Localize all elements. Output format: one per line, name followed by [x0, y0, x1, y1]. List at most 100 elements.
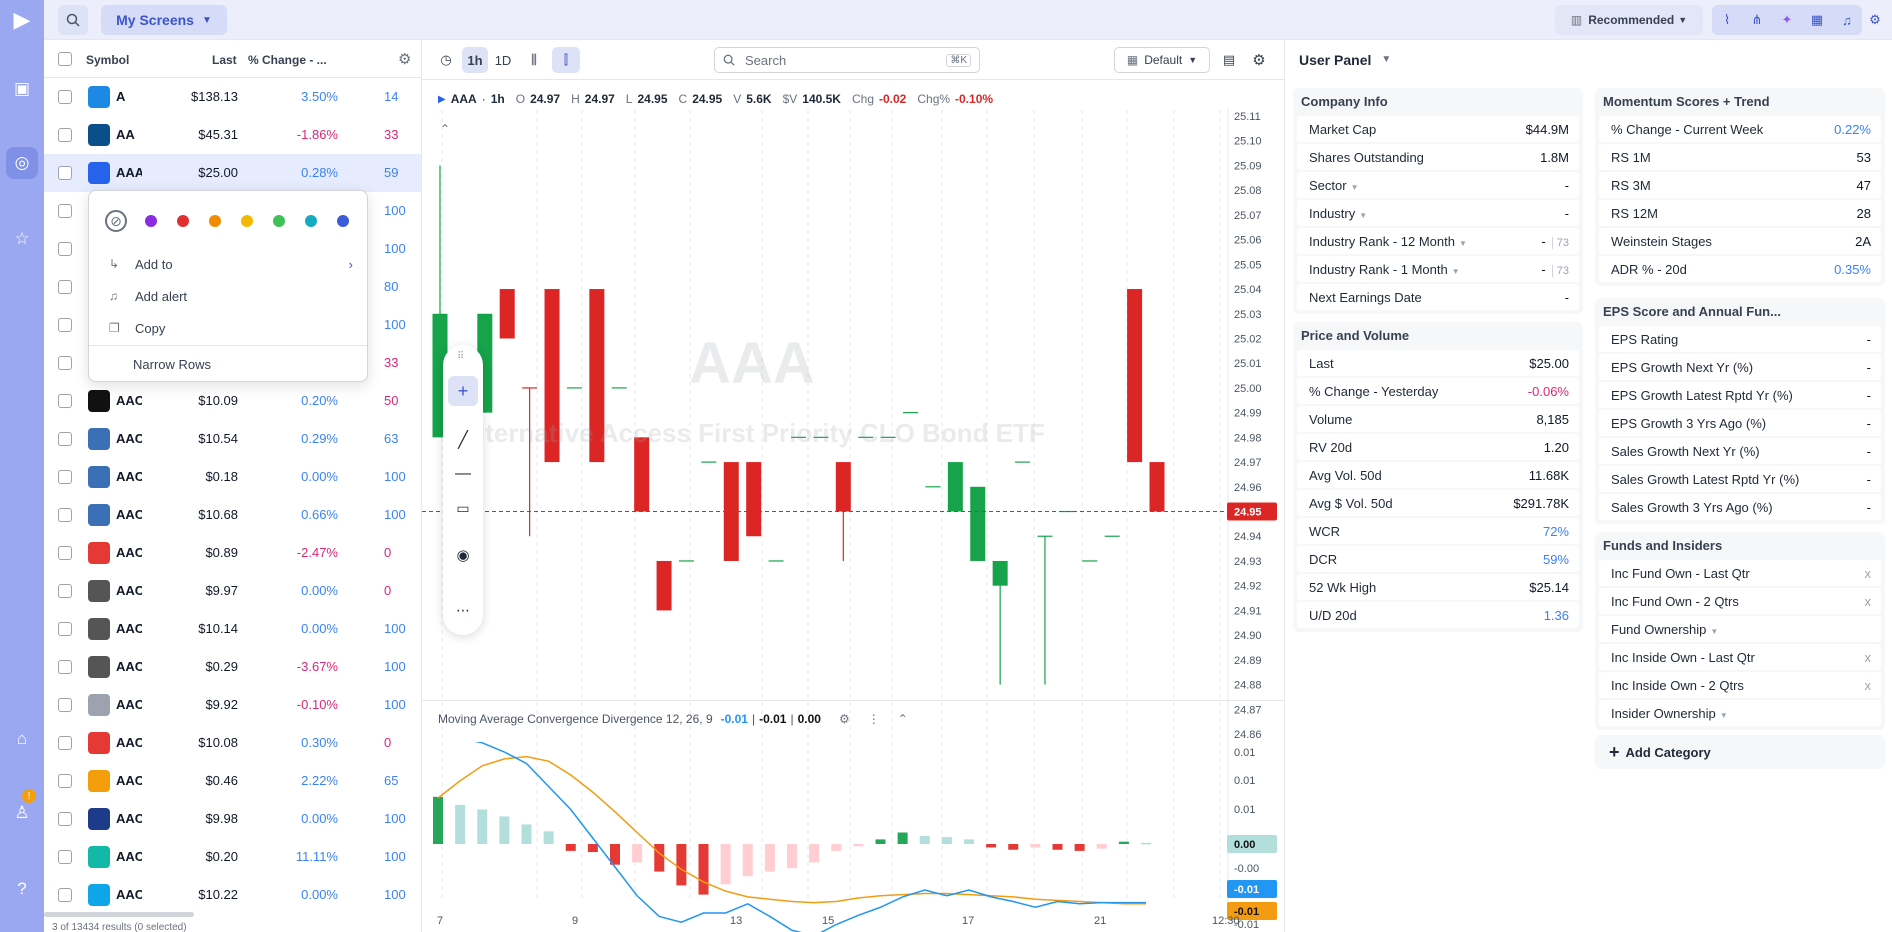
row-checkbox[interactable] [58, 90, 72, 104]
trend-line-icon[interactable]: ╱ [458, 432, 468, 449]
metric-row[interactable]: Inc Inside Own - Last Qtr x [1599, 644, 1881, 670]
metric-row[interactable]: Avg $ Vol. 50d $291.78K [1297, 490, 1579, 516]
row-checkbox[interactable] [58, 888, 72, 902]
table-row[interactable]: AAC $9.92 -0.10% 100 [44, 686, 421, 724]
recommended-dropdown[interactable]: ▥ Recommended ▼ [1555, 5, 1703, 35]
candles-icon[interactable]: ⫿ [552, 47, 580, 73]
metric-row[interactable]: EPS Growth Latest Rptd Yr (%) - [1599, 382, 1881, 408]
grid-icon[interactable]: ▦ [1810, 12, 1824, 27]
line-chart-icon[interactable]: ⌇ [1723, 12, 1731, 27]
row-checkbox[interactable] [58, 242, 72, 256]
row-checkbox[interactable] [58, 774, 72, 788]
metric-row[interactable]: Inc Fund Own - Last Qtr x [1599, 560, 1881, 586]
metric-row[interactable]: U/D 20d 1.36 [1297, 602, 1579, 628]
row-checkbox[interactable] [58, 128, 72, 142]
table-row[interactable]: AAC $10.08 0.30% 0 [44, 724, 421, 762]
layout-icon[interactable]: ▣ [13, 79, 31, 98]
row-checkbox[interactable] [58, 622, 72, 636]
horizontal-line-icon[interactable]: — [455, 465, 471, 482]
table-row[interactable]: AAA $25.00 0.28% 59 [44, 154, 421, 192]
table-row[interactable]: AAC $9.97 0.00% 0 [44, 572, 421, 610]
metric-row[interactable]: Avg Vol. 50d 11.68K [1297, 462, 1579, 488]
card-title[interactable]: Price and Volume [1301, 328, 1410, 343]
user-icon[interactable]: ♙ [14, 803, 30, 822]
metric-row[interactable]: EPS Rating - [1599, 326, 1881, 352]
table-row[interactable]: AA $45.31 -1.86% 33 [44, 116, 421, 154]
metric-row[interactable]: RS 1M 53 [1599, 144, 1881, 170]
add-category-button[interactable]: + Add Category [1595, 735, 1885, 769]
metric-row[interactable]: Fund Ownership ▼ [1599, 616, 1881, 642]
column-symbol[interactable]: Symbol [86, 53, 130, 67]
metric-row[interactable]: Sales Growth Latest Rptd Yr (%) - [1599, 466, 1881, 492]
card-title[interactable]: Funds and Insiders [1603, 538, 1723, 553]
metric-row[interactable]: % Change - Current Week 0.22% [1599, 116, 1881, 142]
table-row[interactable]: AAC $9.98 0.00% 100 [44, 800, 421, 838]
metric-row[interactable]: ADR % - 20d 0.35% [1599, 256, 1881, 282]
metric-row[interactable]: Industry Rank - 12 Month ▼ -73 [1297, 228, 1579, 254]
metric-row[interactable]: Insider Ownership ▼ [1599, 700, 1881, 726]
interval-1d-button[interactable]: 1D [494, 52, 512, 68]
table-row[interactable]: A $138.13 3.50% 14 [44, 78, 421, 116]
sparkle-icon[interactable]: ✦ [1781, 12, 1793, 27]
table-row[interactable]: AAC $10.54 0.29% 63 [44, 420, 421, 458]
column-last[interactable]: Last [212, 53, 237, 67]
metric-row[interactable]: Inc Inside Own - 2 Qtrs x [1599, 672, 1881, 698]
metric-row[interactable]: Weinstein Stages 2A [1599, 228, 1881, 254]
macd-chart[interactable]: 0.010.010.01-0.00-0.010.00-0.01-0.017 9 13… [422, 742, 1284, 932]
interval-1h-button[interactable]: 1h [462, 47, 488, 73]
metric-row[interactable]: Last $25.00 [1297, 350, 1579, 376]
table-row[interactable]: AAC $0.18 0.00% 100 [44, 458, 421, 496]
metric-row[interactable]: Inc Fund Own - 2 Qtrs x [1599, 588, 1881, 614]
metric-row[interactable]: EPS Growth Next Yr (%) - [1599, 354, 1881, 380]
card-title[interactable]: EPS Score and Annual Fun... [1603, 304, 1781, 319]
select-all-checkbox[interactable] [58, 52, 72, 66]
collapse-chevron-up-icon[interactable]: ⌃ [440, 122, 451, 136]
metric-row[interactable]: % Change - Yesterday -0.06% [1297, 378, 1579, 404]
row-checkbox[interactable] [58, 850, 72, 864]
menu-item-narrow-rows[interactable]: Narrow Rows [133, 353, 211, 375]
metric-row[interactable]: RV 20d 1.20 [1297, 434, 1579, 460]
menu-item-copy[interactable]: ❐ Copy [109, 317, 165, 339]
help-icon[interactable]: ? [17, 879, 27, 898]
calendar-icon[interactable]: ▤ [1222, 52, 1236, 67]
color-swatch[interactable] [241, 215, 253, 227]
settings-icon[interactable]: ⚙ [1869, 12, 1881, 27]
card-title[interactable]: Company Info [1301, 94, 1388, 109]
color-swatch[interactable] [145, 215, 157, 227]
row-checkbox[interactable] [58, 698, 72, 712]
row-checkbox[interactable] [58, 584, 72, 598]
bar-chart-icon[interactable]: ⫼ [531, 52, 537, 67]
color-swatch[interactable] [305, 215, 317, 227]
row-checkbox[interactable] [58, 394, 72, 408]
metric-row[interactable]: Industry ▼ - [1297, 200, 1579, 226]
metric-row[interactable]: Market Cap $44.9M [1297, 116, 1579, 142]
table-row[interactable]: AAC $0.89 -2.47% 0 [44, 534, 421, 572]
color-swatch[interactable] [337, 215, 349, 227]
metric-row[interactable]: Sales Growth 3 Yrs Ago (%) - [1599, 494, 1881, 520]
more-icon[interactable]: ⋯ [456, 601, 470, 618]
row-checkbox[interactable] [58, 812, 72, 826]
column-pct-change[interactable]: % Change - ... [248, 53, 327, 67]
chart-search-input[interactable]: Search ⌘K [714, 47, 980, 73]
table-row[interactable]: AAC $10.14 0.00% 100 [44, 610, 421, 648]
menu-item-add-to[interactable]: ↳ Add to › [109, 253, 353, 275]
metric-row[interactable]: Sector ▼ - [1297, 172, 1579, 198]
crosshair-icon[interactable]: + [448, 376, 478, 406]
clock-icon[interactable]: ◷ [440, 52, 452, 67]
color-swatch[interactable] [273, 215, 285, 227]
metric-row[interactable]: Volume 8,185 [1297, 406, 1579, 432]
metric-row[interactable]: RS 12M 28 [1599, 200, 1881, 226]
row-checkbox[interactable] [58, 166, 72, 180]
metric-row[interactable]: DCR 59% [1297, 546, 1579, 572]
horizontal-scrollbar[interactable] [44, 912, 194, 917]
table-row[interactable]: AAC $0.46 2.22% 65 [44, 762, 421, 800]
metric-row[interactable]: Next Earnings Date - [1297, 284, 1579, 310]
row-checkbox[interactable] [58, 318, 72, 332]
layout-dropdown[interactable]: ▦ Default ▼ [1114, 47, 1210, 73]
my-screens-button[interactable]: My Screens ▼ [101, 5, 227, 35]
chart-settings-gear-icon[interactable]: ⚙ [1252, 52, 1266, 69]
pane-divider[interactable] [422, 700, 1284, 701]
color-swatch[interactable] [209, 215, 221, 227]
table-row[interactable]: AAC $10.22 0.00% 100 [44, 876, 421, 914]
table-row[interactable]: AAC $0.29 -3.67% 100 [44, 648, 421, 686]
